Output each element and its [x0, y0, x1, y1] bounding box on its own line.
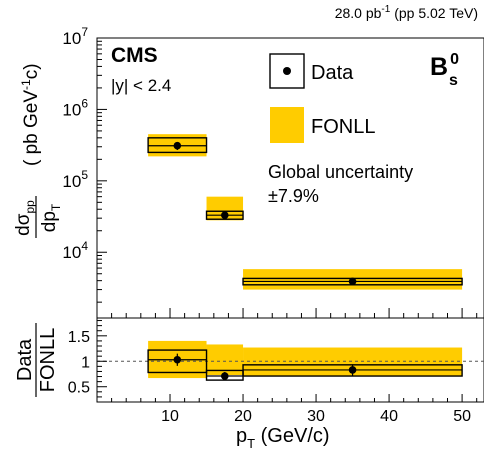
global-uncertainty-line2: ±7.9%	[268, 186, 319, 206]
top-y-tick-label-0: 104	[62, 239, 88, 262]
top-y-tick-label-2: 106	[62, 96, 88, 119]
data-syst-box-0	[147, 137, 208, 154]
data-point-2	[348, 277, 357, 286]
global-uncertainty-line1: Global uncertainty	[268, 162, 413, 182]
x-tick-label-1: 20	[234, 408, 252, 425]
experiment-label: CMS	[111, 44, 158, 67]
ratio-y-tick-label-2: 1.5	[68, 329, 90, 346]
legend-data-marker-icon	[283, 67, 291, 75]
svg-text:dσpp: dσpp	[13, 200, 37, 236]
legend-data-label: Data	[311, 62, 354, 84]
legend-fonll-label: FONLL	[311, 116, 375, 138]
svg-text:dpT: dpT	[39, 203, 63, 232]
top-y-tick-label-3: 107	[62, 25, 88, 48]
luminosity-label: 28.0 pb-1 (pp 5.02 TeV)	[335, 4, 478, 21]
x-axis-label: pT (GeV/c)	[236, 425, 330, 451]
x-tick-label-0: 10	[161, 408, 179, 425]
ratio-point-2	[348, 366, 357, 374]
data-point-0	[173, 141, 182, 150]
x-tick-label-4: 50	[453, 408, 471, 425]
chart-marks	[97, 134, 484, 381]
ratio-y-axis-label: Data FONLL	[14, 323, 59, 397]
rapidity-label: |y| < 2.4	[111, 76, 171, 95]
fonll-band-1	[206, 196, 244, 221]
ratio-point-0	[173, 355, 182, 364]
legend-fonll-swatch	[270, 107, 304, 143]
top-y-tick-label-1: 105	[62, 168, 88, 191]
ratio-point-1	[220, 372, 229, 380]
x-tick-label-2: 30	[307, 408, 325, 425]
svg-text:( pb GeV-1c): ( pb GeV-1c)	[19, 63, 42, 166]
ratio-syst-box-0	[147, 349, 208, 374]
x-tick-label-3: 40	[380, 408, 398, 425]
ratio-panel-frame	[96, 317, 484, 403]
data-point-1	[220, 211, 229, 220]
top-y-axis-label: dσpp dpT ( pb GeV-1c)	[13, 63, 63, 238]
ratio-y-tick-label-0: 0.5	[68, 380, 90, 397]
ratio-y-tick-label-1: 1	[81, 354, 90, 371]
chart-axes: 10 20 30 40 50 104 105 106 107 0.5 1 1.5	[62, 25, 478, 425]
svg-text:FONLL: FONLL	[37, 328, 59, 392]
svg-text:Data: Data	[14, 338, 36, 381]
